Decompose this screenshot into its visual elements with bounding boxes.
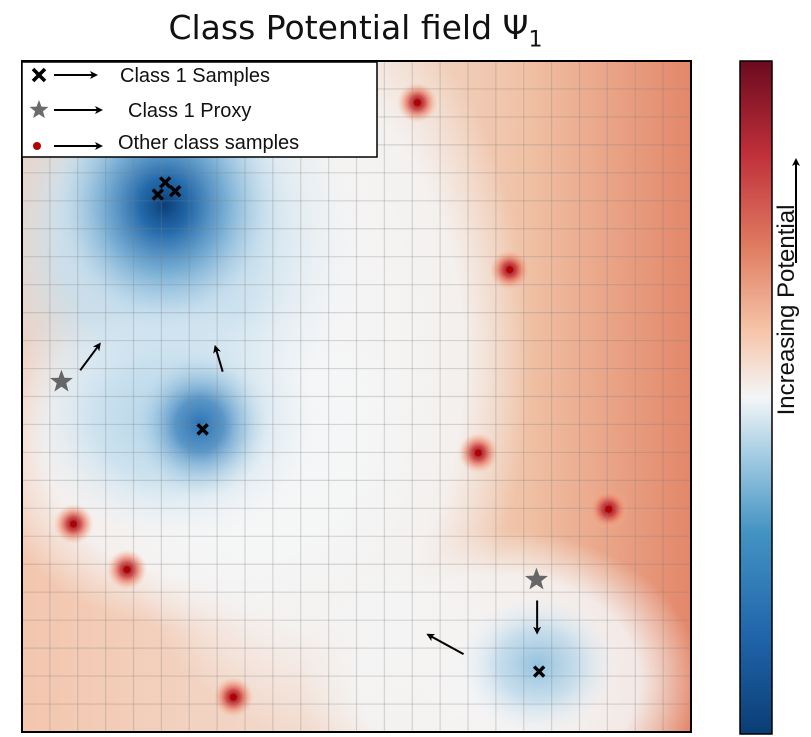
gradient-arrows <box>79 342 542 656</box>
gradient-arrow <box>426 633 465 656</box>
plot-frame <box>21 60 692 733</box>
other-class-sample-point <box>474 449 482 457</box>
colorbar-gradient <box>739 60 773 735</box>
gradient-arrow <box>213 344 224 372</box>
legend-entry-class1-proxy: Class 1 Proxy <box>29 100 251 122</box>
other-class-sample-point <box>605 505 613 513</box>
legend-entry-other-class: Other class samples <box>33 132 299 154</box>
chart-title-text: Class Potential field Ψ <box>168 8 529 47</box>
other-class-sample-point <box>70 520 78 528</box>
gradient-arrow <box>79 342 101 371</box>
legend-label: Other class samples <box>118 132 299 154</box>
colorbar-label: Increasing Potential <box>754 130 811 490</box>
other-class-sample-point <box>229 693 237 701</box>
class1-proxy-point <box>525 567 548 590</box>
other-class-sample-point <box>413 99 421 107</box>
legend-entry-class1-samples: Class 1 Samples <box>31 65 270 87</box>
dot-marker-icon <box>33 142 41 150</box>
class1-sample-point <box>158 176 172 189</box>
data-points <box>50 99 613 701</box>
chart-title-subscript: 1 <box>528 27 543 53</box>
class1-sample-point <box>168 184 182 198</box>
class1-sample-point <box>196 423 209 436</box>
class1-proxy-point <box>50 369 73 392</box>
x-marker-icon <box>31 67 47 83</box>
potential-well <box>458 595 618 732</box>
class1-sample-point <box>151 188 165 201</box>
class1-sample-point <box>532 665 546 678</box>
legend-label: Class 1 Proxy <box>128 100 251 122</box>
heatmap-area <box>22 61 691 732</box>
colorbar <box>739 60 800 735</box>
other-class-sample-point <box>506 266 514 274</box>
legend: Class 1 Samples Class 1 Proxy Other clas… <box>21 61 378 158</box>
star-marker-icon <box>29 100 49 119</box>
colorbar-label-text: Increasing Potential <box>773 204 800 416</box>
chart-title: Class Potential field Ψ1 <box>0 8 711 53</box>
other-class-sample-point <box>123 566 131 574</box>
legend-label: Class 1 Samples <box>120 65 270 87</box>
